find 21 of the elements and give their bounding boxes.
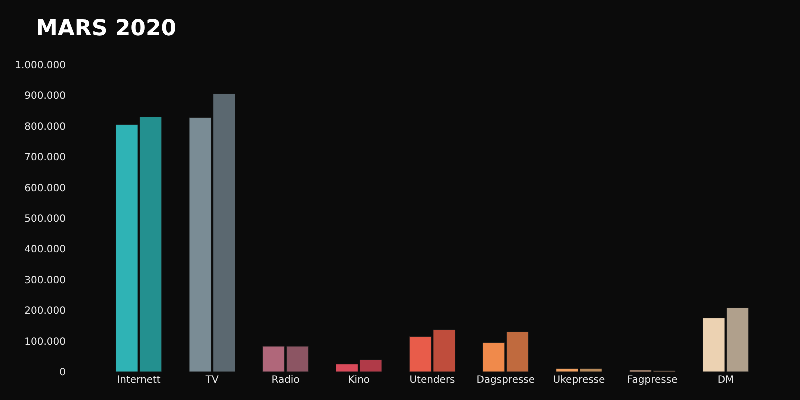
x-tick-label: Dagspresse xyxy=(476,375,536,386)
y-tick-label: 1.000.000 xyxy=(15,60,66,72)
y-tick-label: 0 xyxy=(60,368,66,378)
y-tick-label: 500.000 xyxy=(24,214,66,225)
x-tick-label: Radio xyxy=(272,375,300,386)
x-tick-label: Internett xyxy=(117,375,161,386)
chart-title: MARS 2020 xyxy=(36,16,177,42)
x-tick-label: TV xyxy=(204,375,220,386)
x-tick-label: Fagpresse xyxy=(627,375,678,386)
y-tick-label: 100.000 xyxy=(24,336,66,348)
y-tick-label: 200.000 xyxy=(24,306,66,318)
x-tick-label: Kino xyxy=(348,375,370,386)
y-tick-label: 900.000 xyxy=(24,91,66,102)
y-tick-label: 600.000 xyxy=(24,183,66,194)
x-tick-label: Utenders xyxy=(410,375,456,386)
y-tick-label: 400.000 xyxy=(24,244,66,256)
y-tick-label: 300.000 xyxy=(24,275,66,286)
y-tick-label: 700.000 xyxy=(24,152,66,164)
x-tick-label: DM xyxy=(718,375,734,386)
y-tick-label: 800.000 xyxy=(24,122,66,133)
x-tick-label: Ukepresse xyxy=(553,375,606,386)
